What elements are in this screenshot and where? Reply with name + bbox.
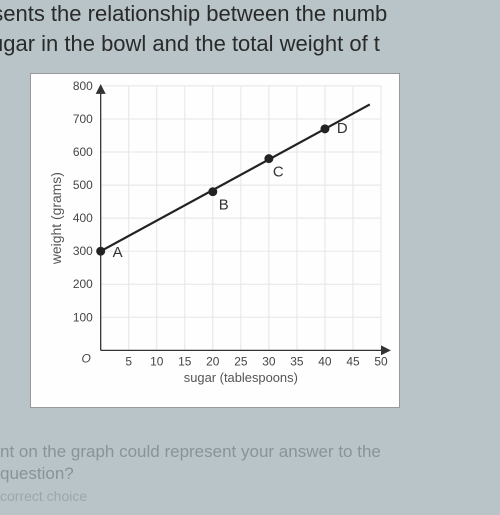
x-tick-label: 30 (262, 354, 276, 368)
y-axis-label: weight (grams) (48, 172, 64, 265)
data-point (208, 187, 217, 196)
question-text: esents the relationship between the numb… (0, 0, 500, 58)
x-tick-label: 45 (346, 354, 360, 368)
y-tick-label: 200 (73, 277, 93, 291)
data-point (96, 247, 105, 256)
chart-container: 100 200 300 400 500 600 700 800 5 10 15 20 25 30 35 40 4… (30, 73, 400, 408)
x-tick-label: 35 (290, 354, 304, 368)
point-label: D (337, 121, 348, 137)
footer-line-3: correct choice (0, 488, 87, 504)
question-line-2: sugar in the bowl and the total weight o… (0, 31, 380, 56)
x-tick-label: 50 (374, 354, 388, 368)
x-tick-label: 40 (318, 354, 332, 368)
point-label: C (273, 165, 284, 181)
x-axis-label: sugar (tablespoons) (184, 370, 298, 385)
y-tick-label: 700 (73, 112, 93, 126)
point-label: B (219, 198, 229, 214)
data-point (264, 154, 273, 163)
y-tick-label: 600 (73, 145, 93, 159)
y-tick-label: 100 (73, 310, 93, 324)
x-tick-label: 15 (178, 354, 192, 368)
line-chart: 100 200 300 400 500 600 700 800 5 10 15 20 25 30 35 40 4… (31, 74, 399, 407)
point-label: A (113, 245, 123, 261)
y-tick-label: 500 (73, 178, 93, 192)
y-tick-label: 800 (73, 79, 93, 93)
question-line-1: esents the relationship between the numb (0, 1, 387, 26)
y-tick-label: 300 (73, 244, 93, 258)
x-tick-label: 20 (206, 354, 220, 368)
y-tick-label: 400 (73, 211, 93, 225)
x-tick-label: 25 (234, 354, 248, 368)
x-tick-label: 5 (125, 354, 132, 368)
footer-line-2: question? (0, 464, 74, 483)
footer-line-1: nt on the graph could represent your ans… (0, 442, 381, 461)
footer-text: nt on the graph could represent your ans… (0, 441, 460, 507)
x-tick-label: 10 (150, 354, 164, 368)
data-point (320, 124, 329, 133)
svg-text:O: O (81, 351, 90, 365)
